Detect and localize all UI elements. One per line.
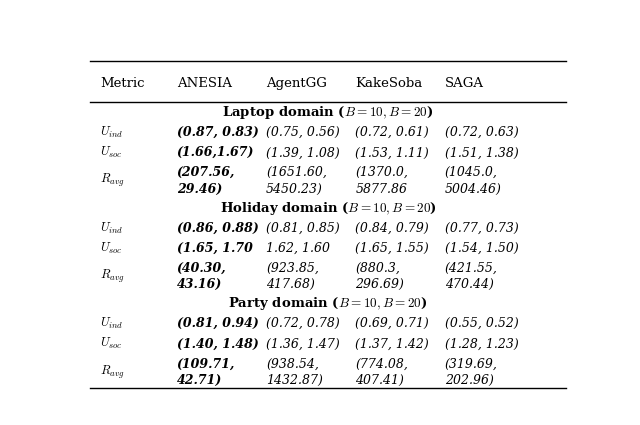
- Text: (1.66,1.67): (1.66,1.67): [177, 146, 254, 159]
- Text: SAGA: SAGA: [445, 77, 484, 90]
- Text: $U_{ind}$: $U_{ind}$: [100, 316, 123, 331]
- Text: (1651.60,: (1651.60,: [266, 166, 327, 179]
- Text: $R_{avg}$: $R_{avg}$: [100, 363, 124, 380]
- Text: (1045.0,: (1045.0,: [445, 166, 497, 179]
- Text: $U_{soc}$: $U_{soc}$: [100, 336, 122, 351]
- Text: (421.55,: (421.55,: [445, 262, 497, 275]
- Text: 1432.87): 1432.87): [266, 374, 323, 387]
- Text: (0.81, 0.94): (0.81, 0.94): [177, 317, 259, 330]
- Text: 202.96): 202.96): [445, 374, 493, 387]
- Text: (0.87, 0.83): (0.87, 0.83): [177, 126, 259, 139]
- Text: $U_{ind}$: $U_{ind}$: [100, 125, 123, 140]
- Text: Laptop domain ($B = 10, B = 20$): Laptop domain ($B = 10, B = 20$): [222, 105, 434, 122]
- Text: (0.75, 0.56): (0.75, 0.56): [266, 126, 340, 139]
- Text: (923.85,: (923.85,: [266, 262, 319, 275]
- Text: 5877.86: 5877.86: [355, 183, 407, 196]
- Text: (319.69,: (319.69,: [445, 357, 497, 370]
- Text: (0.81, 0.85): (0.81, 0.85): [266, 221, 340, 235]
- Text: (938.54,: (938.54,: [266, 357, 319, 370]
- Text: (0.72, 0.63): (0.72, 0.63): [445, 126, 518, 139]
- Text: AgentGG: AgentGG: [266, 77, 327, 90]
- Text: (1.51, 1.38): (1.51, 1.38): [445, 146, 518, 159]
- Text: (1.36, 1.47): (1.36, 1.47): [266, 337, 340, 350]
- Text: 29.46): 29.46): [177, 183, 222, 196]
- Text: Holiday domain ($B = 10, B = 20$): Holiday domain ($B = 10, B = 20$): [220, 200, 436, 217]
- Text: (0.77, 0.73): (0.77, 0.73): [445, 221, 518, 235]
- Text: (0.86, 0.88): (0.86, 0.88): [177, 221, 259, 235]
- Text: (1370.0,: (1370.0,: [355, 166, 408, 179]
- Text: $U_{soc}$: $U_{soc}$: [100, 241, 122, 256]
- Text: 417.68): 417.68): [266, 278, 315, 291]
- Text: (109.71,: (109.71,: [177, 357, 235, 370]
- Text: ANESIA: ANESIA: [177, 77, 232, 90]
- Text: Party domain ($B = 10, B = 20$): Party domain ($B = 10, B = 20$): [228, 295, 428, 312]
- Text: $R_{avg}$: $R_{avg}$: [100, 173, 124, 190]
- Text: 5004.46): 5004.46): [445, 183, 501, 196]
- Text: 42.71): 42.71): [177, 374, 222, 387]
- Text: 43.16): 43.16): [177, 278, 222, 291]
- Text: $U_{soc}$: $U_{soc}$: [100, 145, 122, 160]
- Text: (880.3,: (880.3,: [355, 262, 400, 275]
- Text: 296.69): 296.69): [355, 278, 404, 291]
- Text: $R_{avg}$: $R_{avg}$: [100, 268, 124, 285]
- Text: (0.69, 0.71): (0.69, 0.71): [355, 317, 429, 330]
- Text: KakeSoba: KakeSoba: [355, 77, 422, 90]
- Text: $U_{ind}$: $U_{ind}$: [100, 221, 123, 235]
- Text: 1.62, 1.60: 1.62, 1.60: [266, 242, 330, 255]
- Text: (1.37, 1.42): (1.37, 1.42): [355, 337, 429, 350]
- Text: (0.84, 0.79): (0.84, 0.79): [355, 221, 429, 235]
- Text: (1.28, 1.23): (1.28, 1.23): [445, 337, 518, 350]
- Text: (0.55, 0.52): (0.55, 0.52): [445, 317, 518, 330]
- Text: (1.65, 1.70: (1.65, 1.70: [177, 242, 253, 255]
- Text: (1.39, 1.08): (1.39, 1.08): [266, 146, 340, 159]
- Text: (774.08,: (774.08,: [355, 357, 408, 370]
- Text: Metric: Metric: [100, 77, 145, 90]
- Text: 470.44): 470.44): [445, 278, 493, 291]
- Text: (1.53, 1.11): (1.53, 1.11): [355, 146, 429, 159]
- Text: (1.54, 1.50): (1.54, 1.50): [445, 242, 518, 255]
- Text: (40.30,: (40.30,: [177, 262, 227, 275]
- Text: (1.65, 1.55): (1.65, 1.55): [355, 242, 429, 255]
- Text: (0.72, 0.61): (0.72, 0.61): [355, 126, 429, 139]
- Text: 5450.23): 5450.23): [266, 183, 323, 196]
- Text: 407.41): 407.41): [355, 374, 404, 387]
- Text: (0.72, 0.78): (0.72, 0.78): [266, 317, 340, 330]
- Text: (207.56,: (207.56,: [177, 166, 235, 179]
- Text: (1.40, 1.48): (1.40, 1.48): [177, 337, 259, 350]
